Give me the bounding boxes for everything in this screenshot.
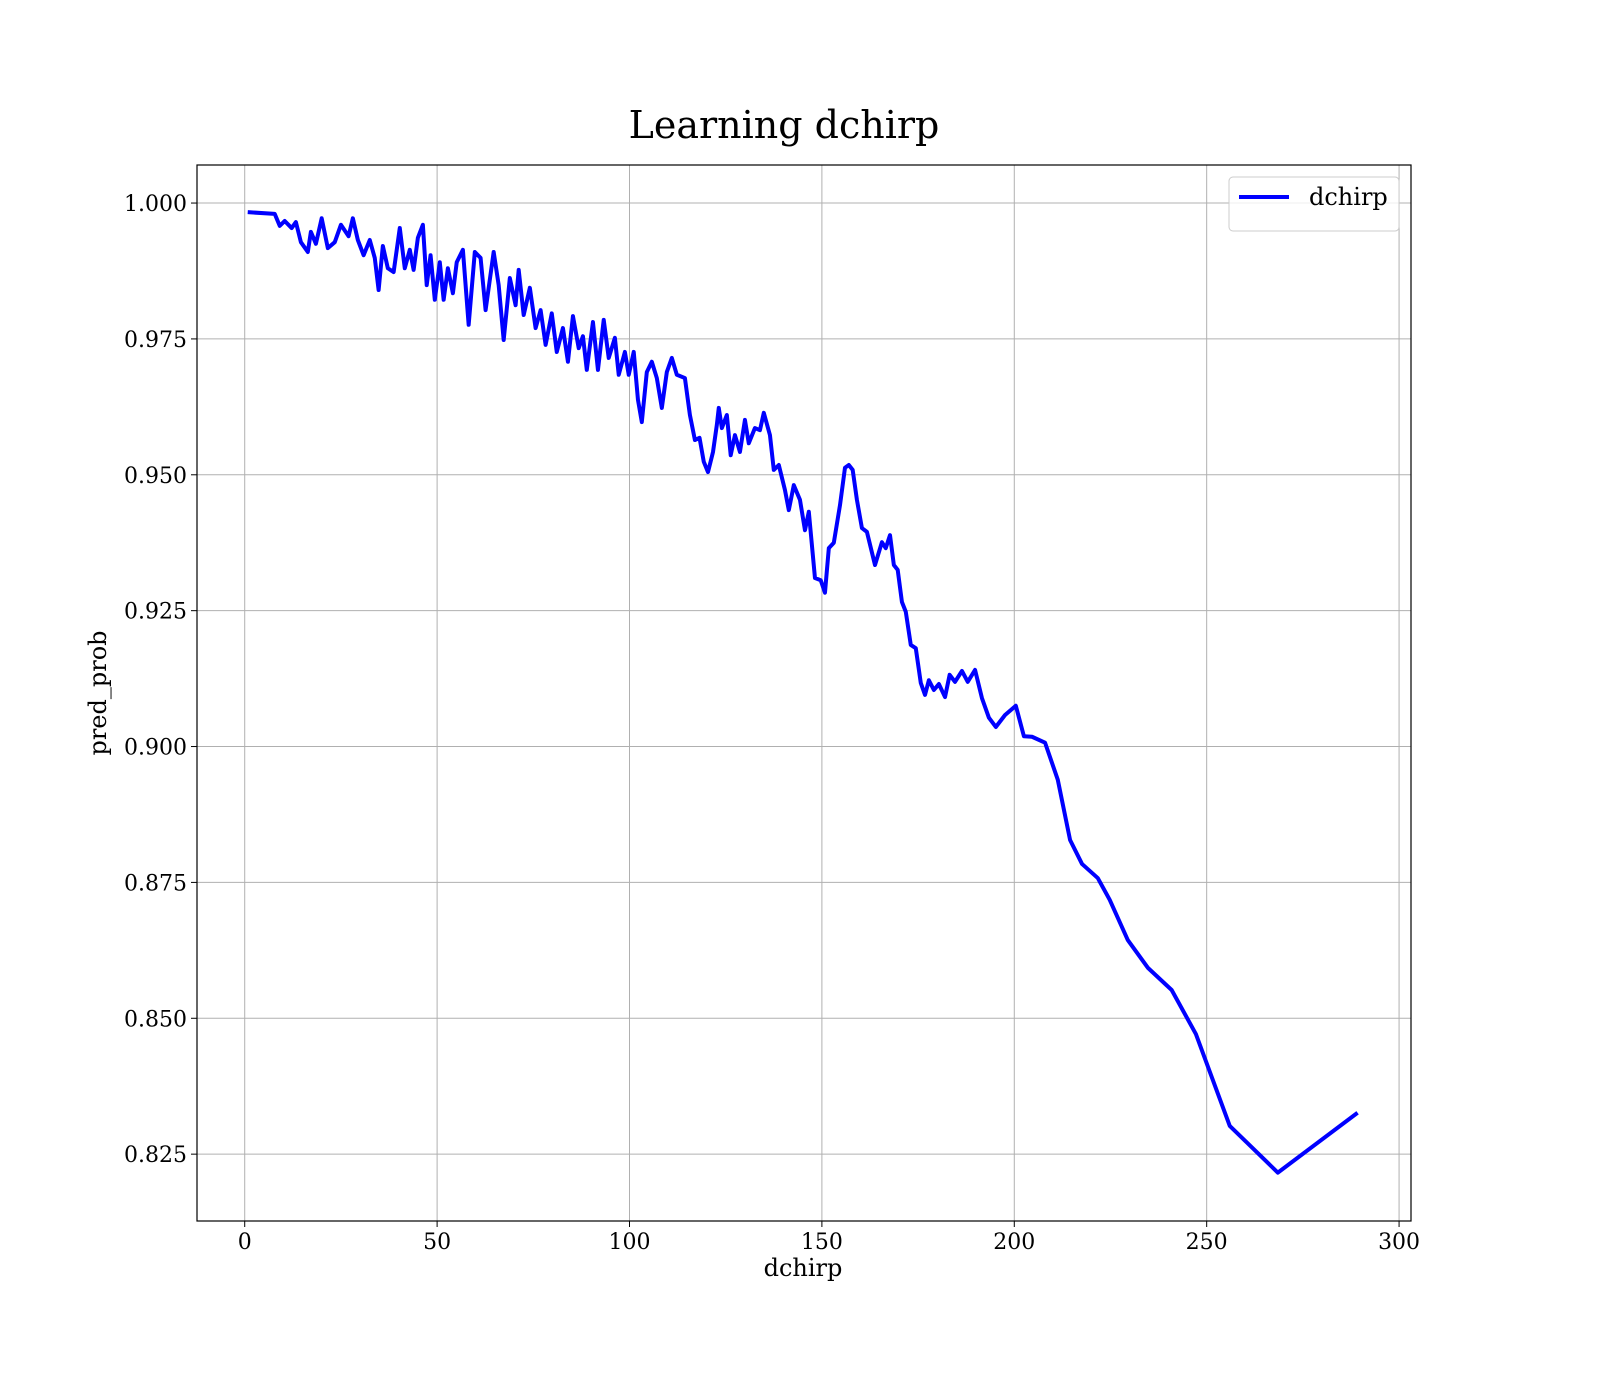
x-tick-label: 150 <box>801 1230 843 1255</box>
x-tick-label: 300 <box>1378 1230 1420 1255</box>
x-axis-label: dchirp <box>764 1254 843 1282</box>
plot-frame <box>196 164 1412 1222</box>
y-tick-label: 0.875 <box>124 871 187 896</box>
x-tick-label: 50 <box>423 1230 451 1255</box>
y-axis-label: pred_prob <box>84 630 112 755</box>
chart-title: Learning dchirp <box>629 103 940 147</box>
x-tick-label: 200 <box>993 1230 1035 1255</box>
legend-label: dchirp <box>1309 183 1388 211</box>
legend: dchirp <box>1228 176 1400 232</box>
y-tick-label: 0.850 <box>124 1007 187 1032</box>
x-tick-label: 0 <box>238 1230 252 1255</box>
y-tick-label: 0.950 <box>124 464 187 489</box>
y-tick-label: 1.000 <box>124 192 187 217</box>
y-tick-label: 0.925 <box>124 600 187 625</box>
y-tick-label: 0.900 <box>124 736 187 761</box>
data-line <box>247 210 1359 1175</box>
x-tick-label: 250 <box>1186 1230 1228 1255</box>
y-tick-label: 0.975 <box>124 328 187 353</box>
x-tick-label: 100 <box>608 1230 650 1255</box>
y-tick-label: 0.825 <box>124 1143 187 1168</box>
legend-box <box>1228 176 1400 232</box>
